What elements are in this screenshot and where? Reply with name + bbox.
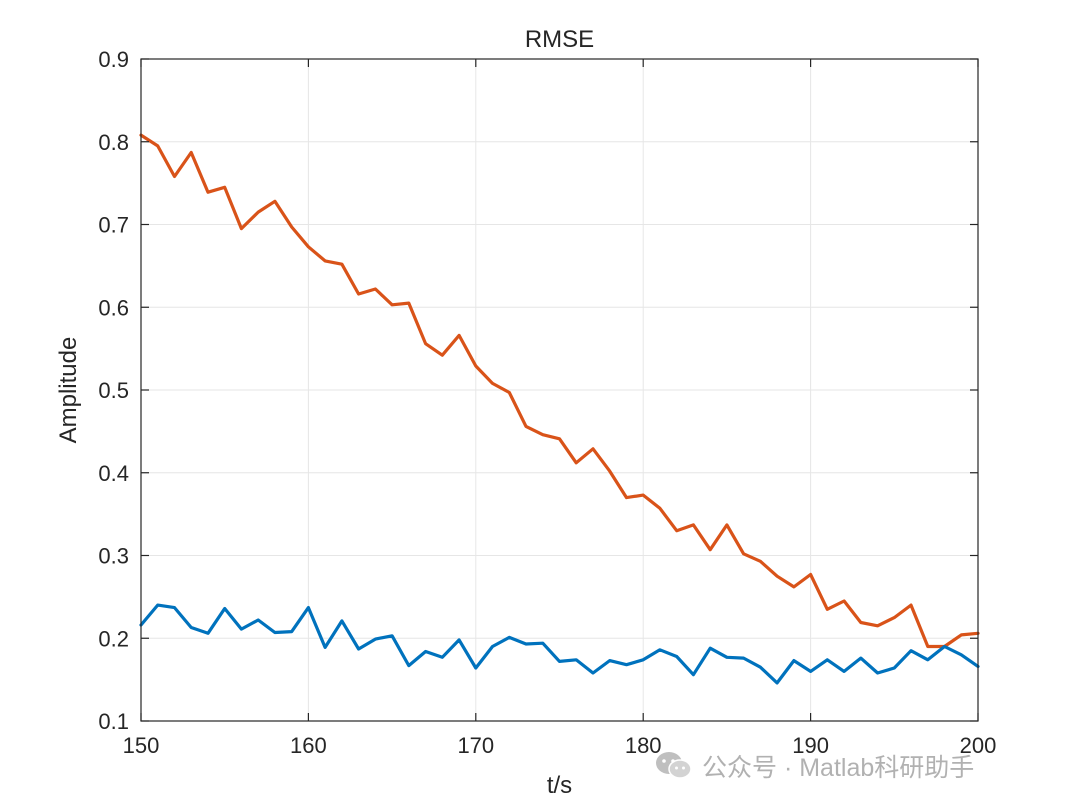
y-tick-label: 0.9 [98, 47, 129, 72]
y-tick-label: 0.6 [98, 295, 129, 320]
x-tick-label: 200 [960, 733, 997, 758]
watermark-text: 公众号 · Matlab科研助手 [702, 754, 975, 782]
x-axis-label: t/s [547, 772, 572, 799]
y-tick-label: 0.4 [98, 461, 129, 486]
series-lines [139, 133, 980, 685]
y-tick-label: 0.8 [98, 130, 129, 155]
y-axis-ticks: 0.1 0.2 0.3 0.4 0.5 0.6 0.7 0.8 0.9 [98, 47, 978, 734]
series-blue-line [139, 603, 980, 685]
y-tick-label: 0.3 [98, 544, 129, 569]
chart-title: RMSE [525, 26, 594, 53]
wechat-icon [654, 750, 694, 782]
x-tick-label: 160 [290, 733, 327, 758]
x-tick-label: 150 [123, 733, 160, 758]
watermark: 公众号 · Matlab科研助手 [654, 748, 974, 784]
y-tick-label: 0.7 [98, 213, 129, 238]
y-tick-label: 0.1 [98, 709, 129, 734]
x-tick-label: 180 [625, 733, 662, 758]
y-tick-label: 0.2 [98, 626, 129, 651]
x-tick-label: 190 [792, 733, 829, 758]
series-orange-line [139, 133, 980, 649]
y-axis-label: Amplitude [55, 337, 82, 444]
grid-lines [141, 59, 978, 721]
x-axis-ticks: 150 160 170 180 190 200 [123, 59, 997, 758]
x-tick-label: 170 [457, 733, 494, 758]
y-tick-label: 0.5 [98, 378, 129, 403]
